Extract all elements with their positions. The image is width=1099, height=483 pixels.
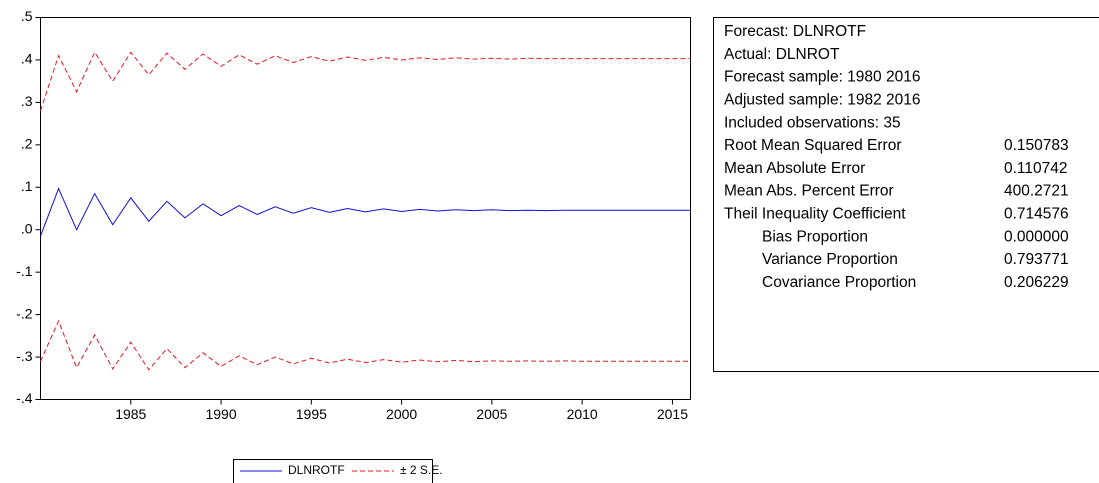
legend-box [233, 459, 433, 483]
stats-line: Forecast sample: 1980 2016 [724, 69, 920, 86]
y-tick-label: .4 [21, 51, 33, 67]
x-tick-label: 2010 [567, 406, 598, 422]
y-tick-label: .2 [21, 136, 33, 152]
stats-value: 0.206229 [1004, 274, 1069, 291]
y-tick-label: -.3 [16, 348, 33, 364]
stats-value: 0.110742 [1004, 160, 1068, 177]
stats-label: Theil Inequality Coefficient [724, 205, 906, 222]
x-tick-label: 2000 [386, 406, 417, 422]
stats-label: Variance Proportion [762, 251, 898, 268]
x-tick-label: 1990 [205, 406, 236, 422]
legend-label: DLNROTF [288, 463, 345, 477]
stats-label: Bias Proportion [762, 228, 868, 245]
stats-box [713, 17, 1099, 372]
series-line [40, 319, 691, 371]
stats-line: Included observations: 35 [724, 114, 901, 131]
series-line [40, 187, 691, 237]
legend-label: ± 2 S.E. [400, 463, 443, 477]
y-tick-label: .3 [21, 93, 33, 109]
stats-label: Root Mean Squared Error [724, 137, 901, 154]
stats-value: 0.793771 [1004, 251, 1069, 268]
y-tick-label: -.1 [16, 263, 33, 279]
y-tick-label: .1 [21, 178, 33, 194]
y-tick-label: .5 [21, 8, 33, 24]
x-tick-label: 1985 [115, 406, 146, 422]
stats-label: Covariance Proportion [762, 274, 916, 291]
stats-label: Mean Abs. Percent Error [724, 183, 894, 200]
stats-line: Actual: DLNROT [724, 46, 840, 63]
stats-line: Adjusted sample: 1982 2016 [724, 91, 920, 108]
y-tick-label: .0 [21, 220, 33, 236]
plot-frame [40, 17, 691, 400]
x-tick-label: 2015 [657, 406, 688, 422]
stats-value: 0.150783 [1004, 137, 1069, 154]
stats-line: Forecast: DLNROTF [724, 23, 866, 40]
series-line [40, 51, 691, 112]
stats-label: Mean Absolute Error [724, 160, 865, 177]
x-tick-label: 1995 [296, 406, 327, 422]
x-tick-label: 2005 [476, 406, 507, 422]
stats-value: 400.2721 [1004, 183, 1069, 200]
stats-value: 0.714576 [1004, 205, 1069, 222]
y-tick-label: -.4 [16, 390, 33, 406]
stats-value: 0.000000 [1004, 228, 1069, 245]
y-tick-label: -.2 [16, 305, 33, 321]
